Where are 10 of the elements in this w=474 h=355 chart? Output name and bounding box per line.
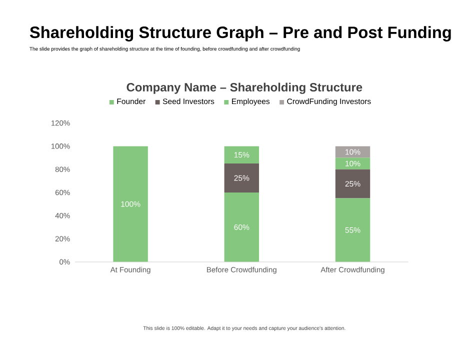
bar: [224, 146, 260, 164]
bar: [335, 158, 370, 170]
bar: [335, 198, 370, 262]
bar: [335, 169, 370, 198]
bar: [113, 146, 148, 262]
bar: [224, 164, 260, 192]
text: Company Name – Shareholding Structure: [126, 82, 362, 94]
chart-title: Shareholding Structure Graph – Pre and Post Funding: [30, 26, 451, 42]
bar: [224, 192, 260, 262]
bar: [335, 146, 370, 158]
